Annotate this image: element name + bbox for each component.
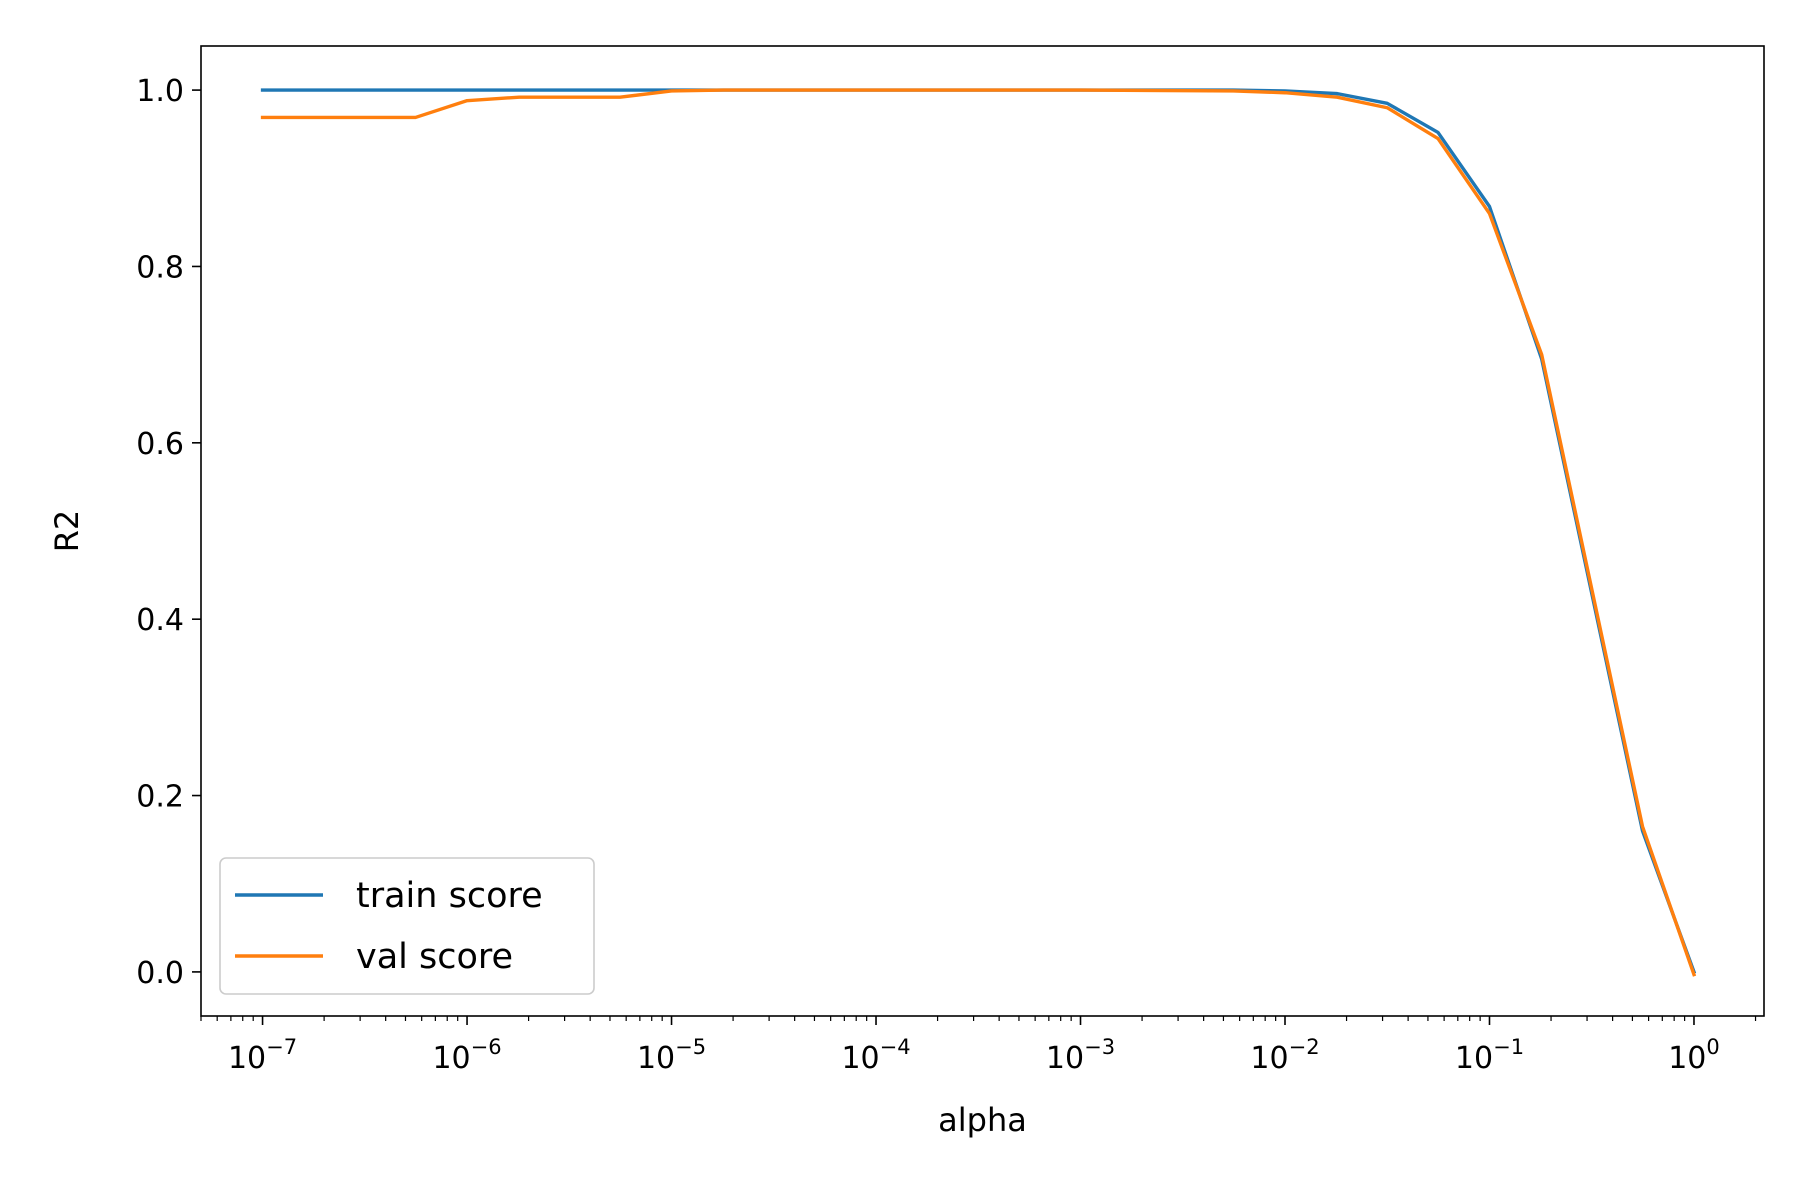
legend-label-1: val score	[356, 937, 513, 977]
plot-frame	[200, 45, 1765, 1017]
y-tick-label: 0.8	[136, 250, 184, 285]
x-tick-label-base: 10	[1455, 1041, 1493, 1076]
y-axis: 0.0 0.2 0.4 0.6 0.8 1.0	[136, 74, 201, 991]
y-axis-label: R2	[48, 510, 86, 553]
y-tick-label: 0.4	[136, 603, 184, 638]
x-axis: 10−7 10−6 10−5 10−4 10−3 10−2 10−1 100	[200, 1016, 1757, 1076]
x-tick-label: 10−7	[228, 1035, 297, 1076]
x-tick-label: 10−1	[1455, 1035, 1524, 1076]
x-tick-label-base: 10	[841, 1041, 879, 1076]
x-tick-label-exponent: −6	[471, 1035, 502, 1059]
x-tick-label: 10−6	[432, 1035, 501, 1076]
x-tick-label-exponent: −5	[675, 1035, 706, 1059]
x-tick-label-exponent: −7	[266, 1035, 297, 1059]
x-tick-label-exponent: −4	[880, 1035, 911, 1059]
x-tick-label-exponent: −2	[1289, 1035, 1320, 1059]
y-tick-label: 0.2	[136, 780, 184, 815]
x-tick-label-base: 10	[432, 1041, 470, 1076]
x-tick-label-base: 10	[228, 1041, 266, 1076]
series-layer	[260, 88, 1697, 977]
y-tick-label: 0.6	[136, 427, 184, 462]
x-tick-label-base: 10	[1046, 1041, 1084, 1076]
x-tick-label: 10−2	[1250, 1035, 1319, 1076]
x-axis-label: alpha	[938, 1101, 1027, 1139]
legend-label-0: train score	[356, 876, 543, 916]
x-tick-label-exponent: 0	[1706, 1035, 1719, 1059]
x-tick-label-base: 10	[1250, 1041, 1288, 1076]
x-tick-label: 10−3	[1046, 1035, 1115, 1076]
y-tick-label: 1.0	[136, 74, 184, 109]
series-line-1	[260, 88, 1697, 977]
x-tick-label: 10−4	[841, 1035, 910, 1076]
legend: train score val score	[219, 857, 595, 995]
x-tick-label-base: 10	[1668, 1041, 1706, 1076]
x-tick-label-base: 10	[637, 1041, 675, 1076]
x-tick-label: 10−5	[637, 1035, 706, 1076]
x-tick-label-exponent: −3	[1084, 1035, 1115, 1059]
x-tick-label: 100	[1668, 1035, 1720, 1076]
y-tick-label: 0.0	[136, 956, 184, 991]
legend-box	[219, 857, 595, 995]
x-tick-label-exponent: −1	[1493, 1035, 1524, 1059]
